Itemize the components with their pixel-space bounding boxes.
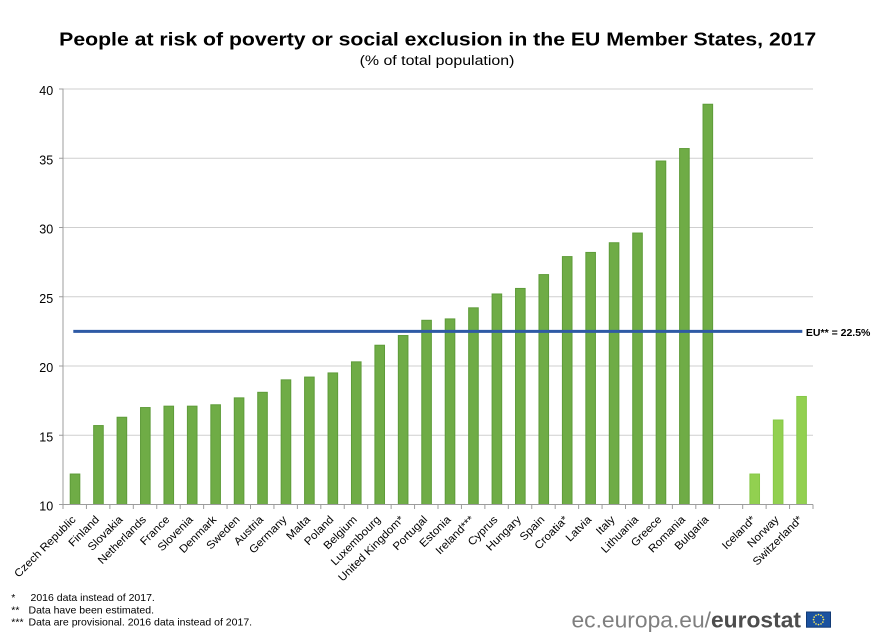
svg-text:25: 25	[39, 292, 53, 306]
svg-text:(% of total population): (% of total population)	[360, 53, 515, 68]
svg-text:ec.europa.eu/eurostat: ec.europa.eu/eurostat	[572, 608, 802, 633]
svg-text:People at risk of poverty or s: People at risk of poverty or social excl…	[59, 30, 816, 50]
svg-text:Data are provisional. 2016 dat: Data are provisional. 2016 data instead …	[29, 617, 253, 629]
svg-text:35: 35	[39, 153, 53, 167]
svg-text:2016 data instead of 2017.: 2016 data instead of 2017.	[31, 592, 155, 604]
svg-text:**: **	[11, 604, 19, 616]
svg-text:15: 15	[39, 430, 53, 444]
svg-text:*: *	[11, 592, 15, 604]
svg-text:20: 20	[39, 361, 53, 375]
svg-text:40: 40	[39, 84, 53, 98]
svg-text:***: ***	[11, 617, 23, 629]
svg-text:30: 30	[39, 223, 53, 237]
svg-text:Data have been estimated.: Data have been estimated.	[29, 604, 155, 616]
svg-text:10: 10	[39, 500, 53, 514]
svg-text:EU** = 22.5%: EU** = 22.5%	[806, 327, 871, 339]
